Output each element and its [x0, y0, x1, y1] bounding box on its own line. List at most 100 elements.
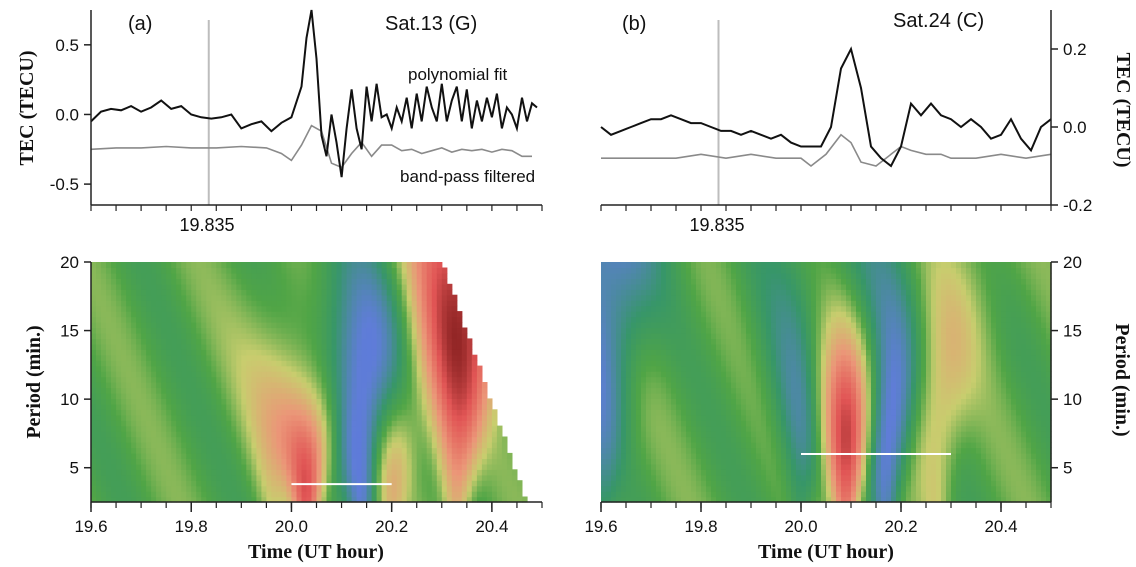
wavelet-cell [101, 431, 107, 438]
wavelet-cell [151, 343, 157, 350]
wavelet-cell [471, 431, 478, 438]
wavelet-cell [681, 349, 687, 356]
wavelet-cell [96, 365, 102, 372]
wavelet-cell [671, 332, 677, 339]
wavelet-cell [676, 300, 682, 307]
wavelet-cell [416, 267, 423, 274]
wavelet-cell [261, 365, 267, 372]
wavelet-cell [411, 343, 418, 350]
wavelet-cell [286, 452, 292, 459]
wavelet-cell [646, 278, 652, 285]
wavelet-cell [131, 332, 137, 339]
wavelet-cell [176, 272, 182, 279]
wavelet-cell [136, 403, 142, 410]
wavelet-cell [711, 382, 717, 389]
wavelet-cell [201, 360, 207, 367]
wavelet-cell [311, 322, 318, 329]
wavelet-cell [446, 409, 453, 416]
wavelet-cell [746, 425, 752, 432]
wavelet-cell [196, 414, 202, 421]
wavelet-cell [351, 365, 358, 372]
wavelet-cell [716, 360, 722, 367]
wavelet-cell [291, 425, 297, 432]
wavelet-cell [716, 332, 722, 339]
wavelet-cell [601, 376, 607, 383]
wavelet-cell [231, 371, 237, 378]
wavelet-cell [371, 278, 378, 285]
wavelet-cell [501, 491, 508, 498]
wavelet-cell [311, 294, 318, 301]
wavelet-cell [306, 289, 313, 296]
wavelet-cell [606, 387, 612, 394]
wavelet-cell [426, 414, 433, 421]
wavelet-cell [266, 469, 272, 476]
wavelet-cell [191, 305, 197, 312]
wavelet-cell [226, 431, 232, 438]
wavelet-cell [221, 311, 227, 318]
wavelet-cell [391, 398, 398, 405]
wavelet-cell [126, 387, 132, 394]
wavelet-cell [661, 278, 667, 285]
wavelet-cell [656, 409, 662, 416]
wavelet-cell [406, 420, 413, 427]
wavelet-cell [131, 485, 137, 492]
wavelet-cell [366, 365, 373, 372]
wavelet-cell [636, 360, 642, 367]
wavelet-cell [386, 272, 393, 279]
wavelet-cell [746, 485, 752, 492]
wavelet-cell [351, 447, 358, 454]
wavelet-cell [301, 436, 308, 443]
wavelet-cell [726, 267, 732, 274]
wavelet-cell [346, 360, 353, 367]
wavelet-cell [686, 327, 692, 334]
wavelet-cell [241, 371, 247, 378]
wavelet-cell [101, 485, 107, 492]
wavelet-cell [681, 485, 687, 492]
wavelet-cell [701, 480, 707, 487]
wavelet-cell [201, 392, 207, 399]
wavelet-cell [156, 360, 162, 367]
wavelet-cell [91, 338, 97, 345]
wavelet-cell [676, 343, 682, 350]
wavelet-cell [151, 392, 157, 399]
wavelet-cell [111, 322, 117, 329]
wavelet-cell [411, 480, 418, 487]
wavelet-cell [376, 425, 383, 432]
wavelet-cell [191, 485, 197, 492]
wavelet-cell [311, 376, 318, 383]
wavelet-cell [711, 491, 717, 498]
wavelet-cell [246, 452, 252, 459]
wavelet-cell [101, 349, 107, 356]
wavelet-cell [746, 311, 752, 318]
wavelet-cell [231, 360, 237, 367]
wavelet-cell [201, 387, 207, 394]
wavelet-cell [196, 267, 202, 274]
wavelet-cell [146, 409, 152, 416]
wavelet-cell [691, 349, 697, 356]
wavelet-cell [286, 469, 292, 476]
wavelet-cell [346, 409, 353, 416]
wavelet-cell [646, 262, 652, 269]
wavelet-cell [111, 294, 117, 301]
wavelet-cell [171, 398, 177, 405]
wavelet-cell [391, 294, 398, 301]
wavelet-cell [721, 289, 727, 296]
wavelet-cell [366, 371, 373, 378]
wavelet-cell [331, 311, 338, 318]
wavelet-cell [676, 463, 682, 470]
wavelet-cell [626, 365, 632, 372]
wavelet-cell [646, 322, 652, 329]
wavelet-cell [181, 414, 187, 421]
wavelet-cell [126, 338, 132, 345]
wavelet-cell [121, 311, 127, 318]
wavelet-cell [646, 403, 652, 410]
wavelet-cell [356, 365, 363, 372]
wavelet-cell [201, 403, 207, 410]
wavelet-cell [376, 354, 383, 361]
wavelet-cell [206, 278, 212, 285]
wavelet-cell [186, 327, 192, 334]
wavelet-cell [381, 289, 388, 296]
wavelet-cell [721, 420, 727, 427]
wavelet-cell [346, 420, 353, 427]
wavelet-cell [201, 262, 207, 269]
